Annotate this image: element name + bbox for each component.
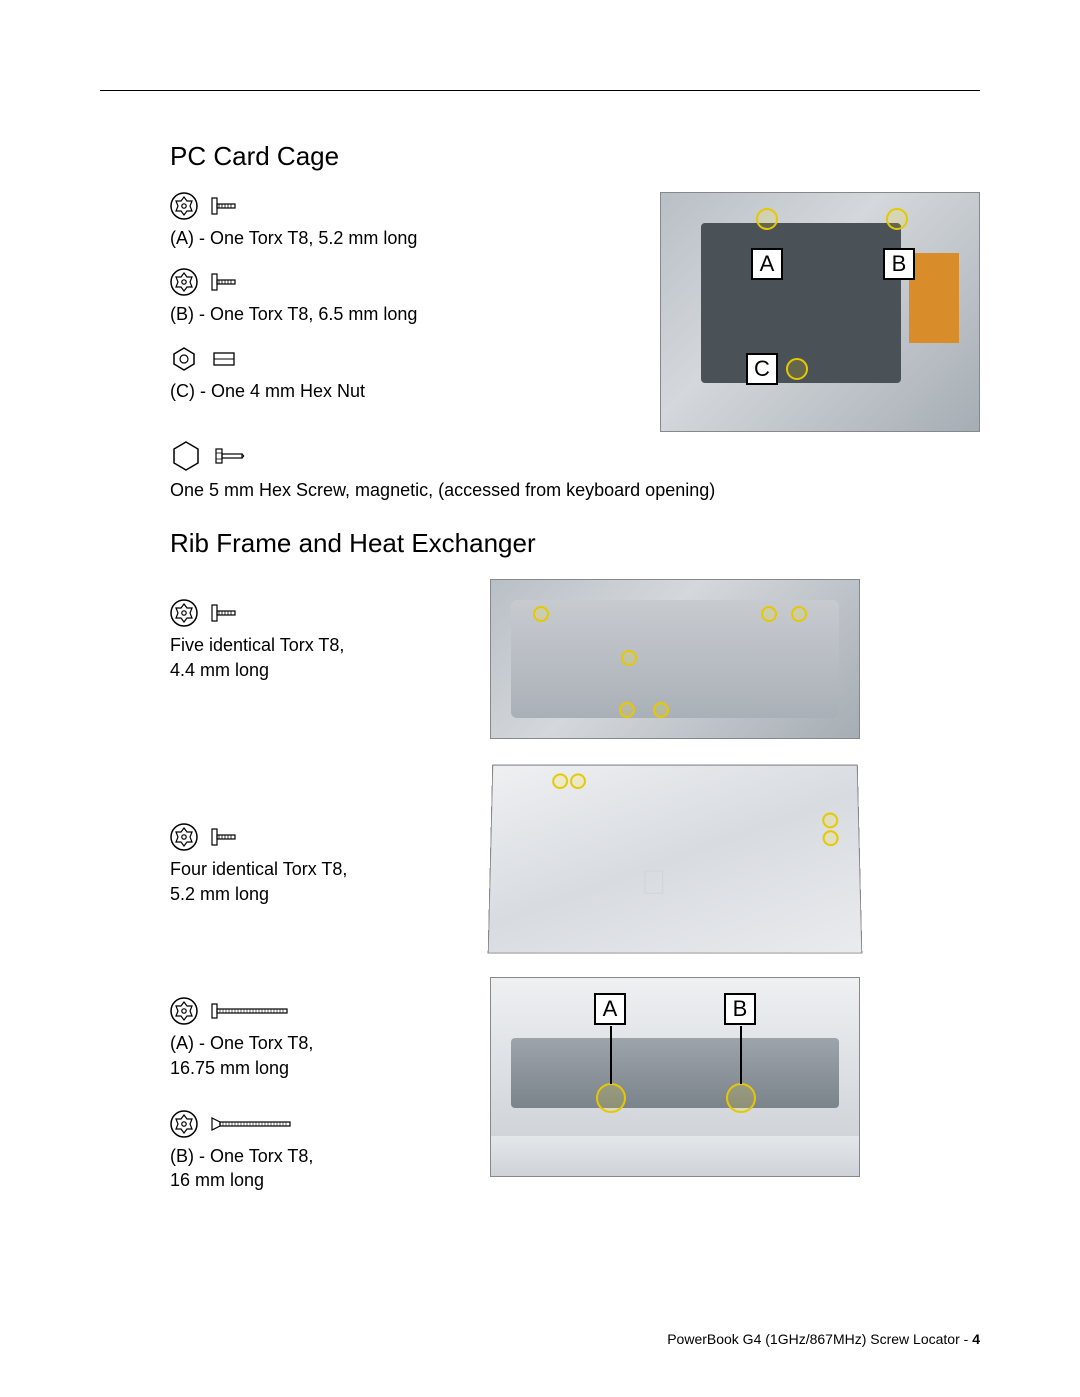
torx-head-icon — [170, 599, 198, 627]
rib-photo-1 — [490, 579, 860, 739]
hex-small-icon — [170, 345, 198, 373]
item-text: (A) - One Torx T8, 16.75 mm long — [170, 1031, 470, 1080]
screw-long-icon — [210, 997, 292, 1025]
pccard-photo: A B C — [660, 192, 980, 432]
item-text: One 5 mm Hex Screw, magnetic, (accessed … — [170, 478, 980, 502]
top-rule — [100, 90, 980, 91]
page-footer: PowerBook G4 (1GHz/867MHz) Screw Locator… — [667, 1331, 980, 1347]
rib-block-2: Four identical Torx T8, 5.2 mm long  — [170, 763, 980, 953]
rib-block-1: Five identical Torx T8, 4.4 mm long — [170, 579, 980, 739]
icon-row — [170, 997, 470, 1025]
icon-row — [170, 599, 470, 627]
photo-label-a: A — [751, 248, 783, 280]
rib-left-1: Five identical Torx T8, 4.4 mm long — [170, 579, 470, 682]
torx-head-icon — [170, 997, 198, 1025]
screw-short-icon — [210, 823, 238, 851]
rib-left-2: Four identical Torx T8, 5.2 mm long — [170, 763, 470, 906]
screw-short-icon — [210, 268, 238, 296]
hex-screw-icon — [214, 442, 248, 470]
photo-label-c: C — [746, 353, 778, 385]
screw-flat-long-icon — [210, 1110, 294, 1138]
pccard-item-b: (B) - One Torx T8, 6.5 mm long — [170, 268, 660, 326]
footer-page: 4 — [972, 1331, 980, 1347]
rib-photo-2:  — [488, 765, 863, 954]
rib-item-a: (A) - One Torx T8, 16.75 mm long — [170, 997, 470, 1080]
torx-head-icon — [170, 1110, 198, 1138]
item-text: Five identical Torx T8, 4.4 mm long — [170, 633, 470, 682]
icon-row — [170, 1110, 470, 1138]
torx-head-icon — [170, 192, 198, 220]
screw-short-icon — [210, 599, 238, 627]
icon-row — [170, 268, 660, 296]
pccard-item-a: (A) - One Torx T8, 5.2 mm long — [170, 192, 660, 250]
item-text: (B) - One Torx T8, 6.5 mm long — [170, 302, 660, 326]
item-text: Four identical Torx T8, 5.2 mm long — [170, 857, 470, 906]
rib-left-3: (A) - One Torx T8, 16.75 mm long (B) - O… — [170, 977, 470, 1210]
apple-logo-icon:  — [641, 864, 667, 903]
rib-block-3: (A) - One Torx T8, 16.75 mm long (B) - O… — [170, 977, 980, 1210]
pccard-left: (A) - One Torx T8, 5.2 mm long (B) - One… — [170, 192, 660, 421]
pccard-row: (A) - One Torx T8, 5.2 mm long (B) - One… — [170, 192, 980, 432]
item-text: (B) - One Torx T8, 16 mm long — [170, 1144, 470, 1193]
pccard-item-c: (C) - One 4 mm Hex Nut — [170, 345, 660, 403]
photo-label-b: B — [883, 248, 915, 280]
pccard-item-hex: One 5 mm Hex Screw, magnetic, (accessed … — [170, 440, 980, 502]
icon-row — [170, 440, 980, 472]
item-text: (C) - One 4 mm Hex Nut — [170, 379, 660, 403]
icon-row — [170, 823, 470, 851]
section-title-rib: Rib Frame and Heat Exchanger — [170, 528, 980, 559]
screw-short-icon — [210, 192, 238, 220]
torx-head-icon — [170, 823, 198, 851]
item-text: (A) - One Torx T8, 5.2 mm long — [170, 226, 660, 250]
nut-icon — [210, 345, 238, 373]
icon-row — [170, 192, 660, 220]
rib-photo-3: A B — [490, 977, 860, 1177]
torx-head-icon — [170, 268, 198, 296]
photo-label-a: A — [594, 993, 626, 1025]
pccard-photo-wrap: A B C — [660, 192, 980, 432]
section-title-pccard: PC Card Cage — [170, 141, 980, 172]
page: PC Card Cage (A) - One Torx T8, 5.2 mm l… — [0, 0, 1080, 1397]
photo-label-b: B — [724, 993, 756, 1025]
hex-large-icon — [170, 440, 202, 472]
footer-prefix: PowerBook G4 (1GHz/867MHz) Screw Locator… — [667, 1331, 972, 1347]
rib-item-b: (B) - One Torx T8, 16 mm long — [170, 1110, 470, 1193]
icon-row — [170, 345, 660, 373]
